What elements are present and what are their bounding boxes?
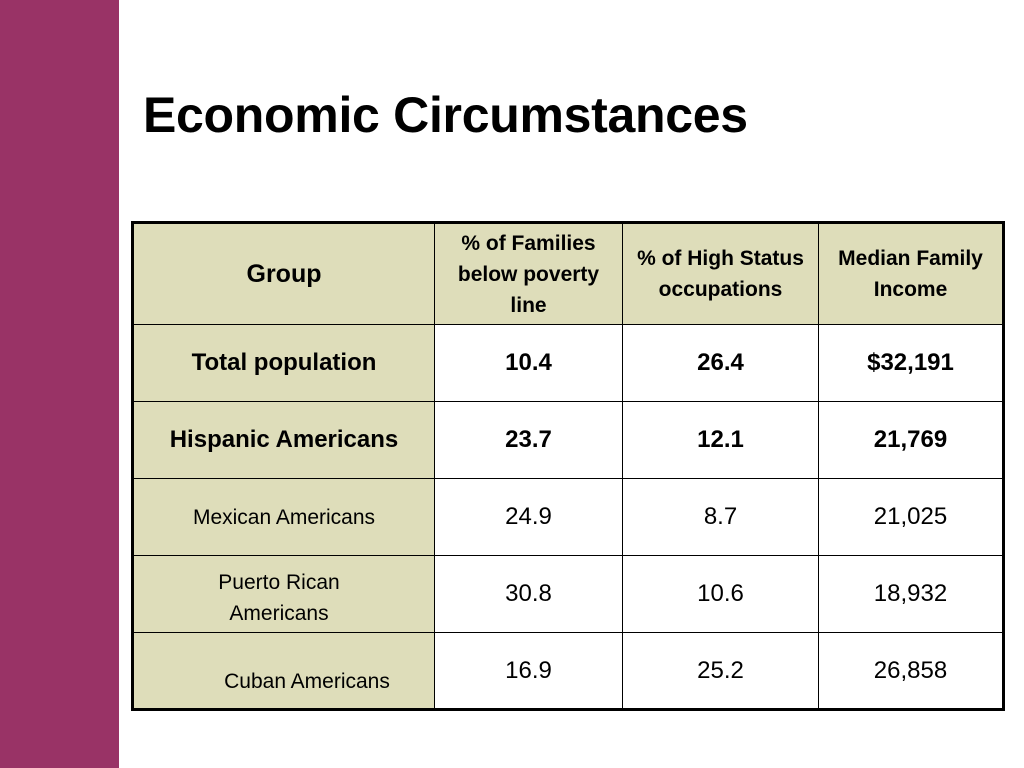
poverty-cell: 30.8 bbox=[434, 555, 623, 633]
group-cell: Mexican Americans bbox=[132, 478, 435, 556]
group-cell: Total population bbox=[132, 324, 435, 402]
table-row: Cuban Americans 16.9 25.2 26,858 bbox=[132, 632, 1004, 710]
poverty-cell: 16.9 bbox=[434, 632, 623, 710]
group-cell: Puerto Rican Americans bbox=[132, 555, 435, 633]
group-cell: Cuban Americans bbox=[132, 632, 435, 710]
poverty-cell: 23.7 bbox=[434, 401, 623, 479]
income-cell: 18,932 bbox=[818, 555, 1004, 633]
slide-title: Economic Circumstances bbox=[143, 87, 748, 143]
income-cell: 21,769 bbox=[818, 401, 1004, 479]
table-row: Puerto Rican Americans 30.8 10.6 18,932 bbox=[132, 555, 1004, 633]
poverty-cell: 24.9 bbox=[434, 478, 623, 556]
high-status-cell: 8.7 bbox=[622, 478, 819, 556]
high-status-cell: 26.4 bbox=[622, 324, 819, 402]
table-header-row: Group % of Families below poverty line %… bbox=[132, 222, 1004, 325]
income-cell: 26,858 bbox=[818, 632, 1004, 710]
accent-side-bar bbox=[0, 0, 119, 768]
high-status-cell: 12.1 bbox=[622, 401, 819, 479]
table-row: Total population 10.4 26.4 $32,191 bbox=[132, 324, 1004, 402]
table-row: Hispanic Americans 23.7 12.1 21,769 bbox=[132, 401, 1004, 479]
economic-data-table: Group % of Families below poverty line %… bbox=[131, 221, 1005, 711]
high-status-cell: 25.2 bbox=[622, 632, 819, 710]
table-row: Mexican Americans 24.9 8.7 21,025 bbox=[132, 478, 1004, 556]
group-cell: Hispanic Americans bbox=[132, 401, 435, 479]
poverty-cell: 10.4 bbox=[434, 324, 623, 402]
income-cell: 21,025 bbox=[818, 478, 1004, 556]
high-status-cell: 10.6 bbox=[622, 555, 819, 633]
header-income: Median Family Income bbox=[818, 222, 1004, 325]
income-cell: $32,191 bbox=[818, 324, 1004, 402]
header-high-status: % of High Status occupations bbox=[622, 222, 819, 325]
header-poverty: % of Families below poverty line bbox=[434, 222, 623, 325]
header-group: Group bbox=[132, 222, 435, 325]
